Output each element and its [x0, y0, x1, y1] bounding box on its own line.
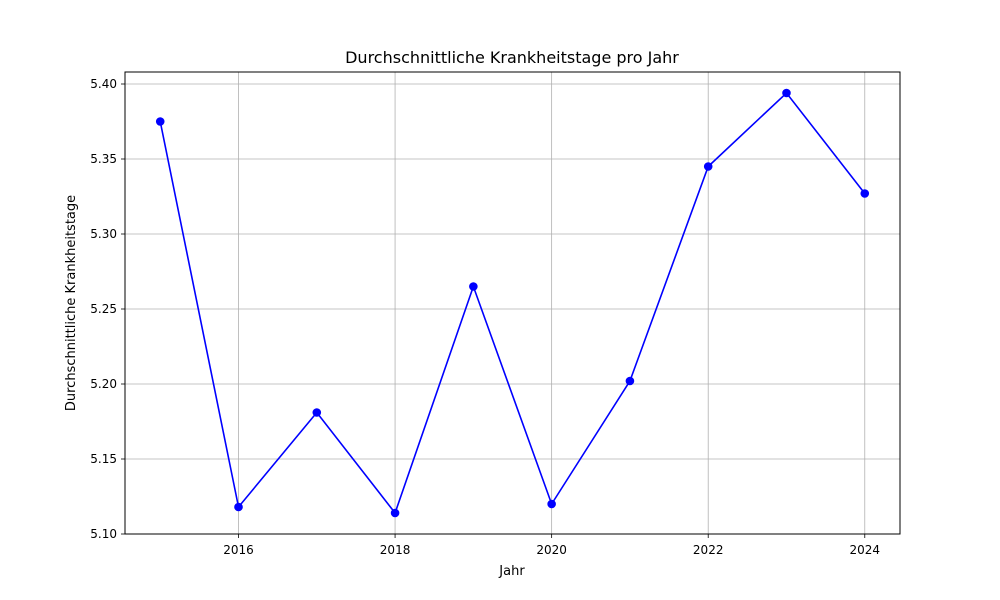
- data-point: [547, 499, 556, 509]
- data-point: [703, 162, 713, 171]
- y-tick-label: 5.25: [90, 302, 117, 316]
- series-line-layer: [159, 91, 866, 515]
- x-tick-label: 2022: [693, 543, 724, 557]
- y-tick-label: 5.35: [90, 152, 117, 166]
- data-point: [234, 502, 243, 512]
- series-line: [159, 91, 866, 515]
- data-point: [860, 189, 870, 198]
- y-axis-ticks: 5.10 5.15 5.20 5.25 5.30 5.35 5.40: [90, 77, 125, 541]
- chart-title: Durchschnittliche Krankheitstage pro Jah…: [345, 48, 679, 67]
- x-tick-label: 2020: [536, 543, 567, 557]
- y-tick-label: 5.10: [90, 527, 117, 541]
- grid-lines: [125, 72, 900, 535]
- y-tick-label: 5.15: [90, 452, 117, 466]
- data-point: [469, 282, 478, 291]
- x-tick-label: 2018: [380, 543, 411, 557]
- data-point: [312, 408, 322, 417]
- data-point: [155, 117, 165, 126]
- data-point: [782, 88, 791, 98]
- y-axis-label: Durchschnittliche Krankheitstage: [64, 195, 79, 411]
- x-axis-ticks: 2016 2018 2020 2022 2024: [223, 534, 880, 557]
- x-tick-label: 2024: [849, 543, 880, 557]
- x-tick-label: 2016: [223, 543, 254, 557]
- x-axis-label: Jahr: [498, 564, 525, 579]
- data-point: [390, 508, 400, 518]
- y-tick-label: 5.20: [90, 377, 117, 391]
- y-tick-label: 5.40: [90, 77, 117, 91]
- data-point: [625, 376, 635, 386]
- plot-frame: [124, 71, 901, 535]
- y-tick-label: 5.30: [90, 227, 117, 241]
- data-points: [155, 88, 870, 518]
